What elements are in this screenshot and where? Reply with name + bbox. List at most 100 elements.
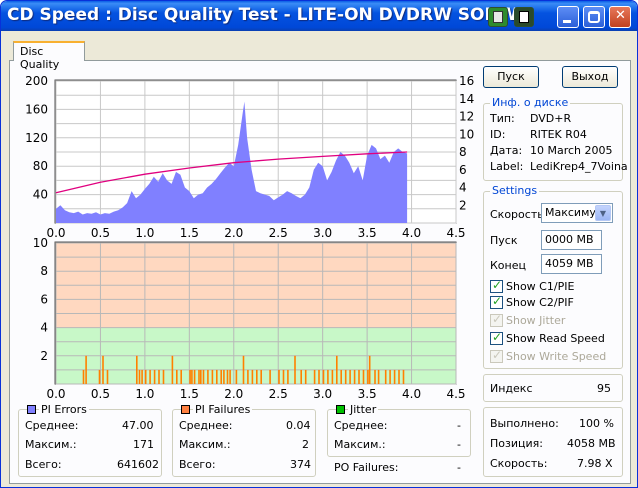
y-tick-label: 10	[33, 236, 48, 250]
y-tick-label-right: 14	[459, 92, 474, 106]
y-tick-label-right: 4	[459, 181, 467, 195]
pi-failures-avg-value: 0.04	[286, 419, 311, 432]
show-read-speed-checkbox[interactable]	[490, 330, 503, 345]
jitter-title: Jitter	[348, 403, 379, 416]
pi-failure-bar	[202, 369, 205, 384]
y-tick-label-right: 8	[459, 145, 467, 159]
pi-failure-bar	[278, 369, 280, 384]
settings-group: Settings	[483, 184, 623, 369]
po-failures-value: -	[457, 461, 461, 474]
progress-box	[483, 407, 623, 477]
pi-failure-bar	[98, 369, 101, 384]
close-button[interactable]: ✕	[609, 6, 631, 28]
done-label: Выполнено:	[490, 417, 559, 430]
y-tick-label-right: 12	[459, 110, 474, 124]
pi-failure-bar	[200, 369, 202, 384]
y-tick-label-right: 16	[459, 74, 474, 88]
pi-failure-bar	[393, 369, 396, 384]
read-speed-line	[55, 151, 408, 194]
pi-errors-total-label: Всего:	[25, 458, 62, 471]
pi-failure-bar	[251, 369, 254, 384]
disc-info-title: Инф. о диске	[490, 96, 571, 109]
pi-failure-bar	[402, 369, 405, 384]
pi-failure-bar	[389, 369, 391, 384]
x-tick-label: 1.5	[180, 226, 199, 240]
copy-icon[interactable]	[488, 7, 508, 27]
show-c1-label: Show C1/PIE	[506, 280, 575, 293]
pi-failure-bar	[211, 369, 214, 384]
id-value: RITEK R04	[530, 128, 587, 141]
show-c2-checkbox[interactable]	[490, 294, 503, 309]
pi-failure-bar	[353, 369, 356, 384]
end-mb-input[interactable]: 4059 MB	[541, 254, 602, 274]
x-tick-label: 1.0	[135, 387, 154, 401]
y-tick-label: 4	[40, 321, 48, 335]
x-tick-label: 3.5	[358, 387, 377, 401]
jitter-avg-label: Среднее:	[334, 419, 388, 432]
y-tick-label-left: 120	[25, 131, 48, 145]
y-tick-label-right: 10	[459, 127, 474, 141]
pi-errors-total-value: 641602	[117, 458, 159, 471]
index-label: Индекс	[490, 382, 533, 395]
pi-errors-area	[56, 101, 408, 223]
start-button[interactable]: Пуск	[483, 66, 539, 88]
show-jitter-checkbox[interactable]	[490, 312, 503, 327]
show-read-speed-label: Show Read Speed	[506, 332, 605, 345]
pi-errors-avg-value: 47.00	[122, 419, 154, 432]
pi-failure-bar	[304, 369, 307, 384]
pi-failure-bar	[340, 369, 342, 384]
pi-failure-bar	[191, 369, 193, 384]
pi-failure-bar	[294, 355, 296, 384]
pi-failure-bar	[220, 369, 222, 384]
pi-failure-bar	[256, 369, 258, 384]
jitter-max-label: Максим.:	[334, 438, 386, 451]
pi-failures-total-value: 374	[290, 458, 311, 471]
x-tick-label: 2.0	[224, 387, 243, 401]
pi-failure-bar	[318, 369, 320, 384]
pi-failure-bar	[216, 369, 218, 384]
pi-failure-bar	[300, 369, 302, 384]
pi-errors-max-value: 171	[133, 438, 154, 451]
exit-button[interactable]: Выход	[562, 66, 618, 88]
x-tick-label: 2.5	[269, 387, 288, 401]
pi-failure-bar	[269, 369, 271, 384]
speed-select[interactable]: Максимум ▼	[541, 203, 613, 223]
maximize-button[interactable]	[583, 6, 605, 28]
pi-failure-bar	[358, 369, 360, 384]
pi-failure-bar	[207, 369, 209, 384]
chevron-down-icon[interactable]: ▼	[595, 205, 611, 221]
start-mb-input[interactable]: 0000 MB	[541, 230, 602, 250]
done-value: 100 %	[579, 417, 614, 430]
show-c1-checkbox[interactable]	[490, 278, 503, 293]
x-tick-label: 2.5	[269, 226, 288, 240]
close-icon: ✕	[615, 8, 626, 23]
pi-failure-bar	[247, 369, 249, 384]
pi-failure-bar	[180, 369, 182, 384]
x-tick-label: 1.5	[180, 387, 199, 401]
x-tick-label: 2.0	[224, 226, 243, 240]
pi-failure-bar	[287, 369, 289, 384]
pi-failure-bar	[141, 369, 143, 384]
pi-failures-avg-label: Среднее:	[179, 419, 233, 432]
disc-label-value: LediKrep4_7Voina	[530, 160, 628, 173]
y-tick-label-left: 200	[25, 74, 48, 88]
pi-failure-bar	[198, 369, 200, 384]
tab-disc-quality[interactable]: Disc Quality	[13, 41, 85, 71]
pi-failure-bar	[171, 355, 174, 384]
x-tick-label: 0.0	[46, 387, 65, 401]
title-bar[interactable]: CD Speed : Disc Quality Test - LITE-ON D…	[1, 1, 637, 31]
pi-failure-bar	[368, 355, 371, 384]
save-icon[interactable]	[514, 7, 534, 27]
pi-failure-bar	[102, 355, 104, 384]
pi-errors-box	[18, 409, 162, 477]
show-jitter-label: Show Jitter	[506, 314, 566, 327]
pi-failure-bar	[229, 369, 231, 384]
show-write-speed-checkbox[interactable]	[490, 348, 503, 363]
pi-failure-bar	[226, 369, 229, 384]
x-tick-label: 4.0	[402, 226, 421, 240]
date-value: 10 March 2005	[530, 144, 613, 157]
settings-title: Settings	[490, 184, 540, 197]
position-label: Позиция:	[490, 437, 543, 450]
minimize-button[interactable]	[557, 6, 579, 28]
pi-failure-bar	[336, 355, 338, 384]
